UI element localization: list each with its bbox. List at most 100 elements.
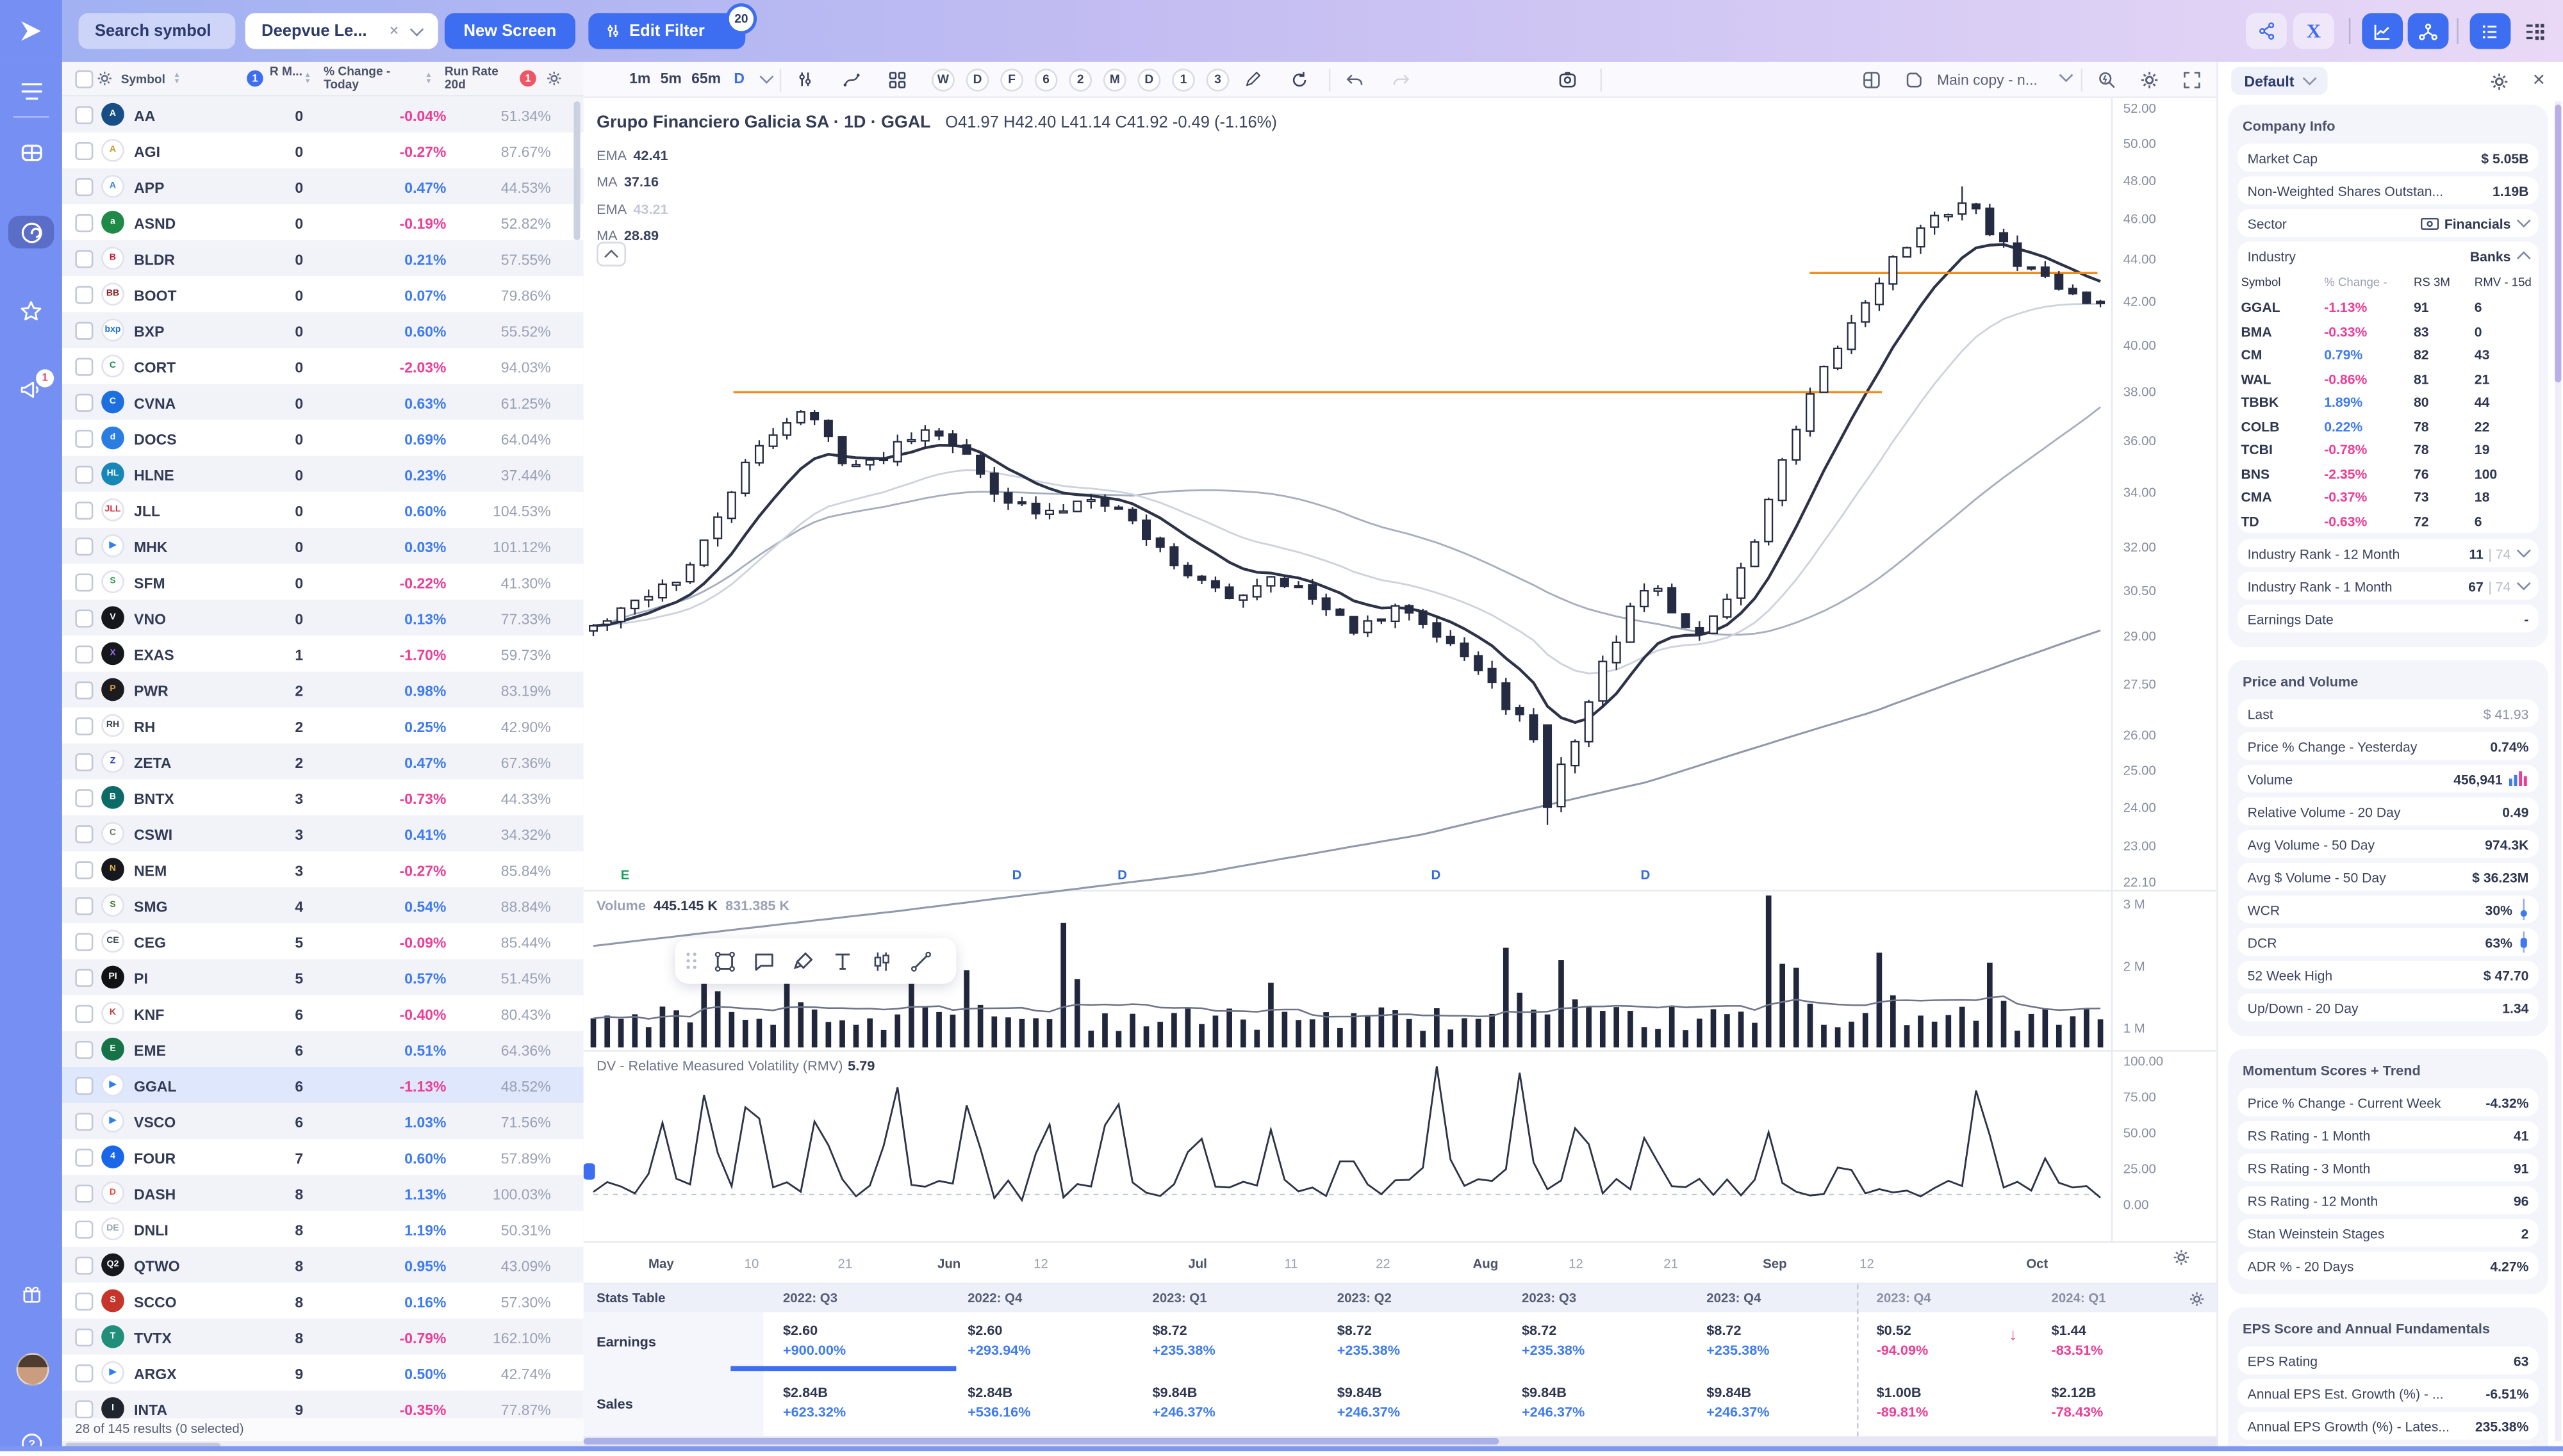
row-checkbox[interactable] [75, 178, 93, 196]
menu-button[interactable] [0, 82, 62, 102]
chart-settings-gear-icon[interactable] [2139, 70, 2159, 90]
quick-pill-D-1[interactable]: D [966, 68, 989, 91]
list-view-button[interactable] [2470, 13, 2511, 49]
grid-view-button[interactable] [2514, 13, 2555, 49]
symbol-cell[interactable]: ARGX [134, 1365, 176, 1382]
row-checkbox[interactable] [75, 1005, 93, 1023]
sidebar-item-favorites[interactable] [0, 299, 62, 323]
column-pct-change[interactable]: % Change - Today [324, 65, 409, 92]
row-checkbox[interactable] [75, 1113, 93, 1131]
symbol-cell[interactable]: RH [134, 718, 155, 735]
watchlist-shape-icon[interactable] [1904, 70, 1924, 90]
info-row[interactable]: Market Cap$ 5.05B [2237, 143, 2538, 171]
row-checkbox[interactable] [75, 322, 93, 340]
info-row[interactable]: Annual EPS Growth (%) - Lates...235.38% [2237, 1412, 2538, 1439]
undo-icon[interactable] [1345, 70, 1365, 90]
help-button[interactable]: ? [0, 1432, 62, 1456]
quick-pill-2-4[interactable]: 2 [1069, 68, 1092, 91]
row-checkbox[interactable] [75, 1041, 93, 1059]
row-checkbox[interactable] [75, 1221, 93, 1239]
comment-tool-icon[interactable] [752, 949, 776, 973]
multichart-layout-icon[interactable] [1862, 70, 1882, 90]
row-checkbox[interactable] [75, 394, 93, 412]
row-checkbox[interactable] [75, 969, 93, 987]
search-symbol-button[interactable]: Search symbol [78, 13, 235, 49]
quick-pill-F-2[interactable]: F [1000, 68, 1023, 91]
symbol-cell[interactable]: CVNA [134, 395, 176, 411]
row-checkbox[interactable] [75, 861, 93, 879]
trendline-tool-icon[interactable] [909, 949, 933, 973]
symbol-cell[interactable]: NEM [134, 862, 167, 879]
close-tab-icon[interactable]: × [390, 22, 399, 40]
info-row[interactable]: Earnings Date- [2237, 605, 2538, 632]
row-checkbox[interactable] [75, 358, 93, 376]
symbol-cell[interactable]: ZETA [134, 754, 171, 771]
map-view-button[interactable] [2408, 13, 2449, 49]
symbol-cell[interactable]: CEG [134, 934, 166, 951]
gear-icon[interactable] [546, 70, 563, 87]
row-checkbox[interactable] [75, 933, 93, 951]
symbol-cell[interactable]: MHK [134, 539, 167, 555]
chart-view-button[interactable] [2362, 13, 2403, 49]
sort-icon[interactable]: ▲▼ [304, 72, 311, 85]
candle-tool-icon[interactable] [869, 949, 894, 973]
info-row[interactable]: Last$ 41.93 [2237, 699, 2538, 727]
symbol-cell[interactable]: EXAS [134, 646, 174, 663]
x-social-button[interactable]: X [2293, 13, 2334, 49]
symbol-cell[interactable]: SFM [134, 575, 165, 591]
sidebar-item-dashboard[interactable] [0, 140, 62, 165]
column-rm[interactable]: R M... [270, 65, 302, 78]
screener-vertical-scrollbar[interactable] [573, 101, 580, 1392]
select-all-checkbox[interactable] [75, 70, 93, 88]
row-checkbox[interactable] [75, 573, 93, 591]
symbol-cell[interactable]: CORT [134, 359, 176, 375]
quick-pill-W-0[interactable]: W [932, 68, 955, 91]
symbol-cell[interactable]: KNF [134, 1006, 164, 1022]
row-checkbox[interactable] [75, 897, 93, 915]
symbol-cell[interactable]: APP [134, 179, 164, 195]
symbol-cell[interactable]: SMG [134, 898, 167, 915]
symbol-cell[interactable]: HLNE [134, 466, 174, 483]
sort-icon[interactable]: ▲▼ [173, 72, 180, 85]
symbol-cell[interactable]: DNLI [134, 1222, 169, 1238]
info-row[interactable]: 52 Week High$ 47.70 [2237, 961, 2538, 988]
rect-select-tool-icon[interactable] [713, 949, 737, 973]
inspector-settings-gear-icon[interactable] [2489, 72, 2509, 92]
